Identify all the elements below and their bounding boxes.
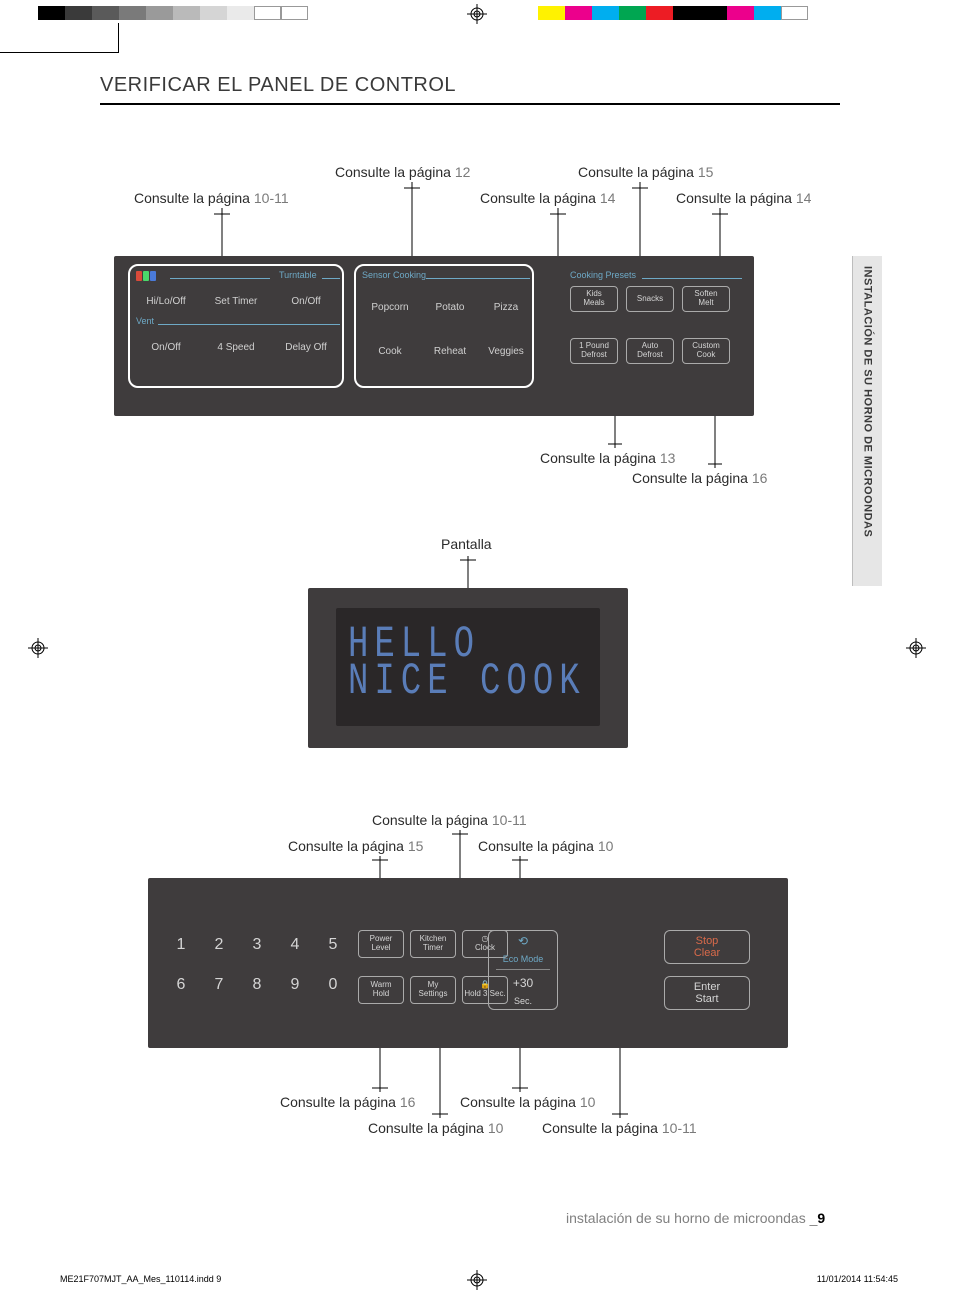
eco-mode-box[interactable]: ⟲ Eco Mode +30 Sec. [488,930,558,1010]
section-label: Turntable [279,270,317,280]
btn-kids-meals[interactable]: KidsMeals [570,286,618,312]
crop-mark [118,23,119,53]
callout-label: Consulte la página 12 [335,164,470,180]
btn-on-off[interactable]: On/Off [276,296,336,307]
control-panel-top: Turntable Hi/Lo/Off Set Timer On/Off Ven… [114,256,754,416]
btn-auto-defrost[interactable]: AutoDefrost [626,338,674,364]
display-line-2: NICE COOK [348,659,588,708]
display-panel: HELLO NICE COOK [308,588,628,748]
callout-label: Consulte la página 14 [676,190,811,206]
btn-pizza[interactable]: Pizza [476,302,536,313]
callout-label: Consulte la página 10 [460,1094,595,1110]
section-label: Cooking Presets [570,270,636,280]
btn-my-settings[interactable]: MySettings [410,976,456,1004]
section-line [158,324,340,325]
print-footer-timestamp: 11/01/2014 11:54:45 [817,1274,898,1284]
registration-mark-icon [467,1270,487,1290]
callout-pantalla: Pantalla [441,536,492,552]
colorbar-cmyk [538,6,808,20]
btn-warm-hold[interactable]: WarmHold [358,976,404,1004]
btn-vent-on-off[interactable]: On/Off [136,342,196,353]
key-0[interactable]: 0 [314,976,352,994]
eco-label: Eco Mode [503,954,544,964]
colorbar-grayscale [38,6,308,20]
page-title: VERIFICAR EL PANEL DE CONTROL [100,74,870,97]
callout-label: Consulte la página 10-11 [542,1120,697,1136]
key-1[interactable]: 1 [162,936,200,954]
divider [496,969,550,970]
section-label: Vent [136,316,154,326]
group-basic [128,264,344,388]
registration-mark-icon [467,4,487,24]
btn-veggies[interactable]: Veggies [476,346,536,357]
btn-reheat[interactable]: Reheat [420,346,480,357]
btn-4-speed[interactable]: 4 Speed [206,342,266,353]
btn-kitchen-timer[interactable]: KitchenTimer [410,930,456,958]
section-line [642,278,742,279]
btn-soften-melt[interactable]: SoftenMelt [682,286,730,312]
btn-snacks[interactable]: Snacks [626,286,674,312]
callout-label: Consulte la página 10 [368,1120,503,1136]
registration-mark-icon [28,638,48,658]
callout-label: Consulte la página 16 [632,470,767,486]
callout-label: Consulte la página 15 [578,164,713,180]
btn-delay-off[interactable]: Delay Off [276,342,336,353]
callout-label: Consulte la página 14 [480,190,615,206]
btn-custom-cook[interactable]: CustomCook [682,338,730,364]
btn-stop-clear[interactable]: StopClear [664,930,750,964]
callout-label: Consulte la página 10-11 [134,190,289,206]
print-footer-file: ME21F707MJT_AA_Mes_110114.indd 9 [60,1274,221,1284]
btn-potato[interactable]: Potato [420,302,480,313]
section-line [322,278,340,279]
btn-popcorn[interactable]: Popcorn [360,302,420,313]
key-4[interactable]: 4 [276,936,314,954]
registration-mark-icon [906,638,926,658]
btn-hi-lo-off[interactable]: Hi/Lo/Off [136,296,196,307]
key-7[interactable]: 7 [200,976,238,994]
lcd-screen: HELLO NICE COOK [336,608,600,726]
plus-30-label: +30 [513,976,533,990]
btn-1pound-defrost[interactable]: 1 PoundDefrost [570,338,618,364]
key-5[interactable]: 5 [314,936,352,954]
crop-mark [0,52,118,53]
eco-icon: ⟲ [518,934,528,948]
control-panel-bottom: 1 2 3 4 5 6 7 8 9 0 PowerLevel KitchenTi… [148,878,788,1048]
btn-cook[interactable]: Cook [360,346,420,357]
callout-label: Consulte la página 10 [478,838,613,854]
callout-label: Consulte la página 13 [540,450,675,466]
key-3[interactable]: 3 [238,936,276,954]
led-icon [136,268,168,280]
btn-enter-start[interactable]: EnterStart [664,976,750,1010]
numeric-keypad: 1 2 3 4 5 6 7 8 9 0 [162,936,352,994]
callout-label: Consulte la página 10-11 [372,812,527,828]
chapter-tab: INSTALACIÓN DE SU HORNO DE MICROONDAS [852,256,882,586]
chapter-tab-label: INSTALACIÓN DE SU HORNO DE MICROONDAS [862,256,874,537]
btn-power-level[interactable]: PowerLevel [358,930,404,958]
sec-label: Sec. [514,996,532,1006]
btn-set-timer[interactable]: Set Timer [206,296,266,307]
callout-label: Consulte la página 16 [280,1094,415,1110]
key-2[interactable]: 2 [200,936,238,954]
title-underline [100,103,840,105]
section-line [426,278,530,279]
key-6[interactable]: 6 [162,976,200,994]
key-9[interactable]: 9 [276,976,314,994]
section-label: Sensor Cooking [362,270,426,280]
section-line [170,278,270,279]
footer-section-label: instalación de su horno de microondas _9 [566,1210,825,1226]
group-sensor [354,264,534,388]
callout-label: Consulte la página 15 [288,838,423,854]
key-8[interactable]: 8 [238,976,276,994]
